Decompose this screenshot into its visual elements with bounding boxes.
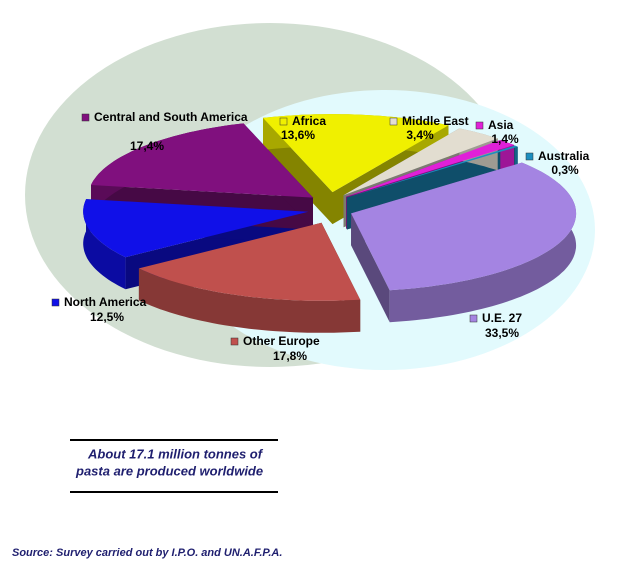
legend-swatch: [81, 113, 90, 122]
slice-label: Other Europe: [243, 334, 320, 348]
slice-side: [389, 162, 577, 323]
value-label: 12,5%: [90, 310, 124, 324]
value-label: 0,3%: [551, 163, 579, 177]
note: pasta are produced worldwide: [75, 463, 263, 478]
slice-label: Asia: [488, 118, 514, 132]
slice-side: [138, 268, 361, 333]
value-label: 17,8%: [273, 349, 307, 363]
slice: [351, 162, 577, 291]
value-label: 33,5%: [485, 326, 519, 340]
legend-swatch: [469, 314, 478, 323]
legend-swatch: [230, 337, 239, 346]
legend-swatch: [51, 298, 60, 307]
slice-label: Middle East: [402, 114, 469, 128]
pie: [83, 114, 577, 333]
slice-side: [83, 199, 126, 290]
slice: [346, 145, 518, 198]
slice: [263, 114, 449, 193]
value-label: 1,4%: [491, 132, 519, 146]
value-label: 3,4%: [406, 128, 434, 142]
slice-label: Central and South America: [94, 110, 248, 124]
slice: [83, 199, 309, 258]
slice-side: [351, 213, 390, 323]
slice-label: U.E. 27: [482, 311, 522, 325]
slice: [346, 140, 515, 197]
slice: [138, 222, 361, 301]
slice-label: North America: [64, 295, 147, 309]
note: About 17.1 million tonnes of: [87, 446, 264, 461]
legend-swatch: [525, 152, 534, 161]
slice: [91, 123, 313, 198]
legend-swatch: [475, 121, 484, 130]
value-label: 17,4%: [130, 139, 164, 153]
slice-label: Australia: [538, 149, 590, 163]
legend-swatch: [389, 117, 398, 126]
source: Source: Survey carried out by I.P.O. and…: [12, 547, 282, 559]
value-label: 13,6%: [281, 128, 315, 142]
legend-swatch: [279, 117, 288, 126]
slice-label: Africa: [292, 114, 326, 128]
slice: [343, 128, 498, 196]
